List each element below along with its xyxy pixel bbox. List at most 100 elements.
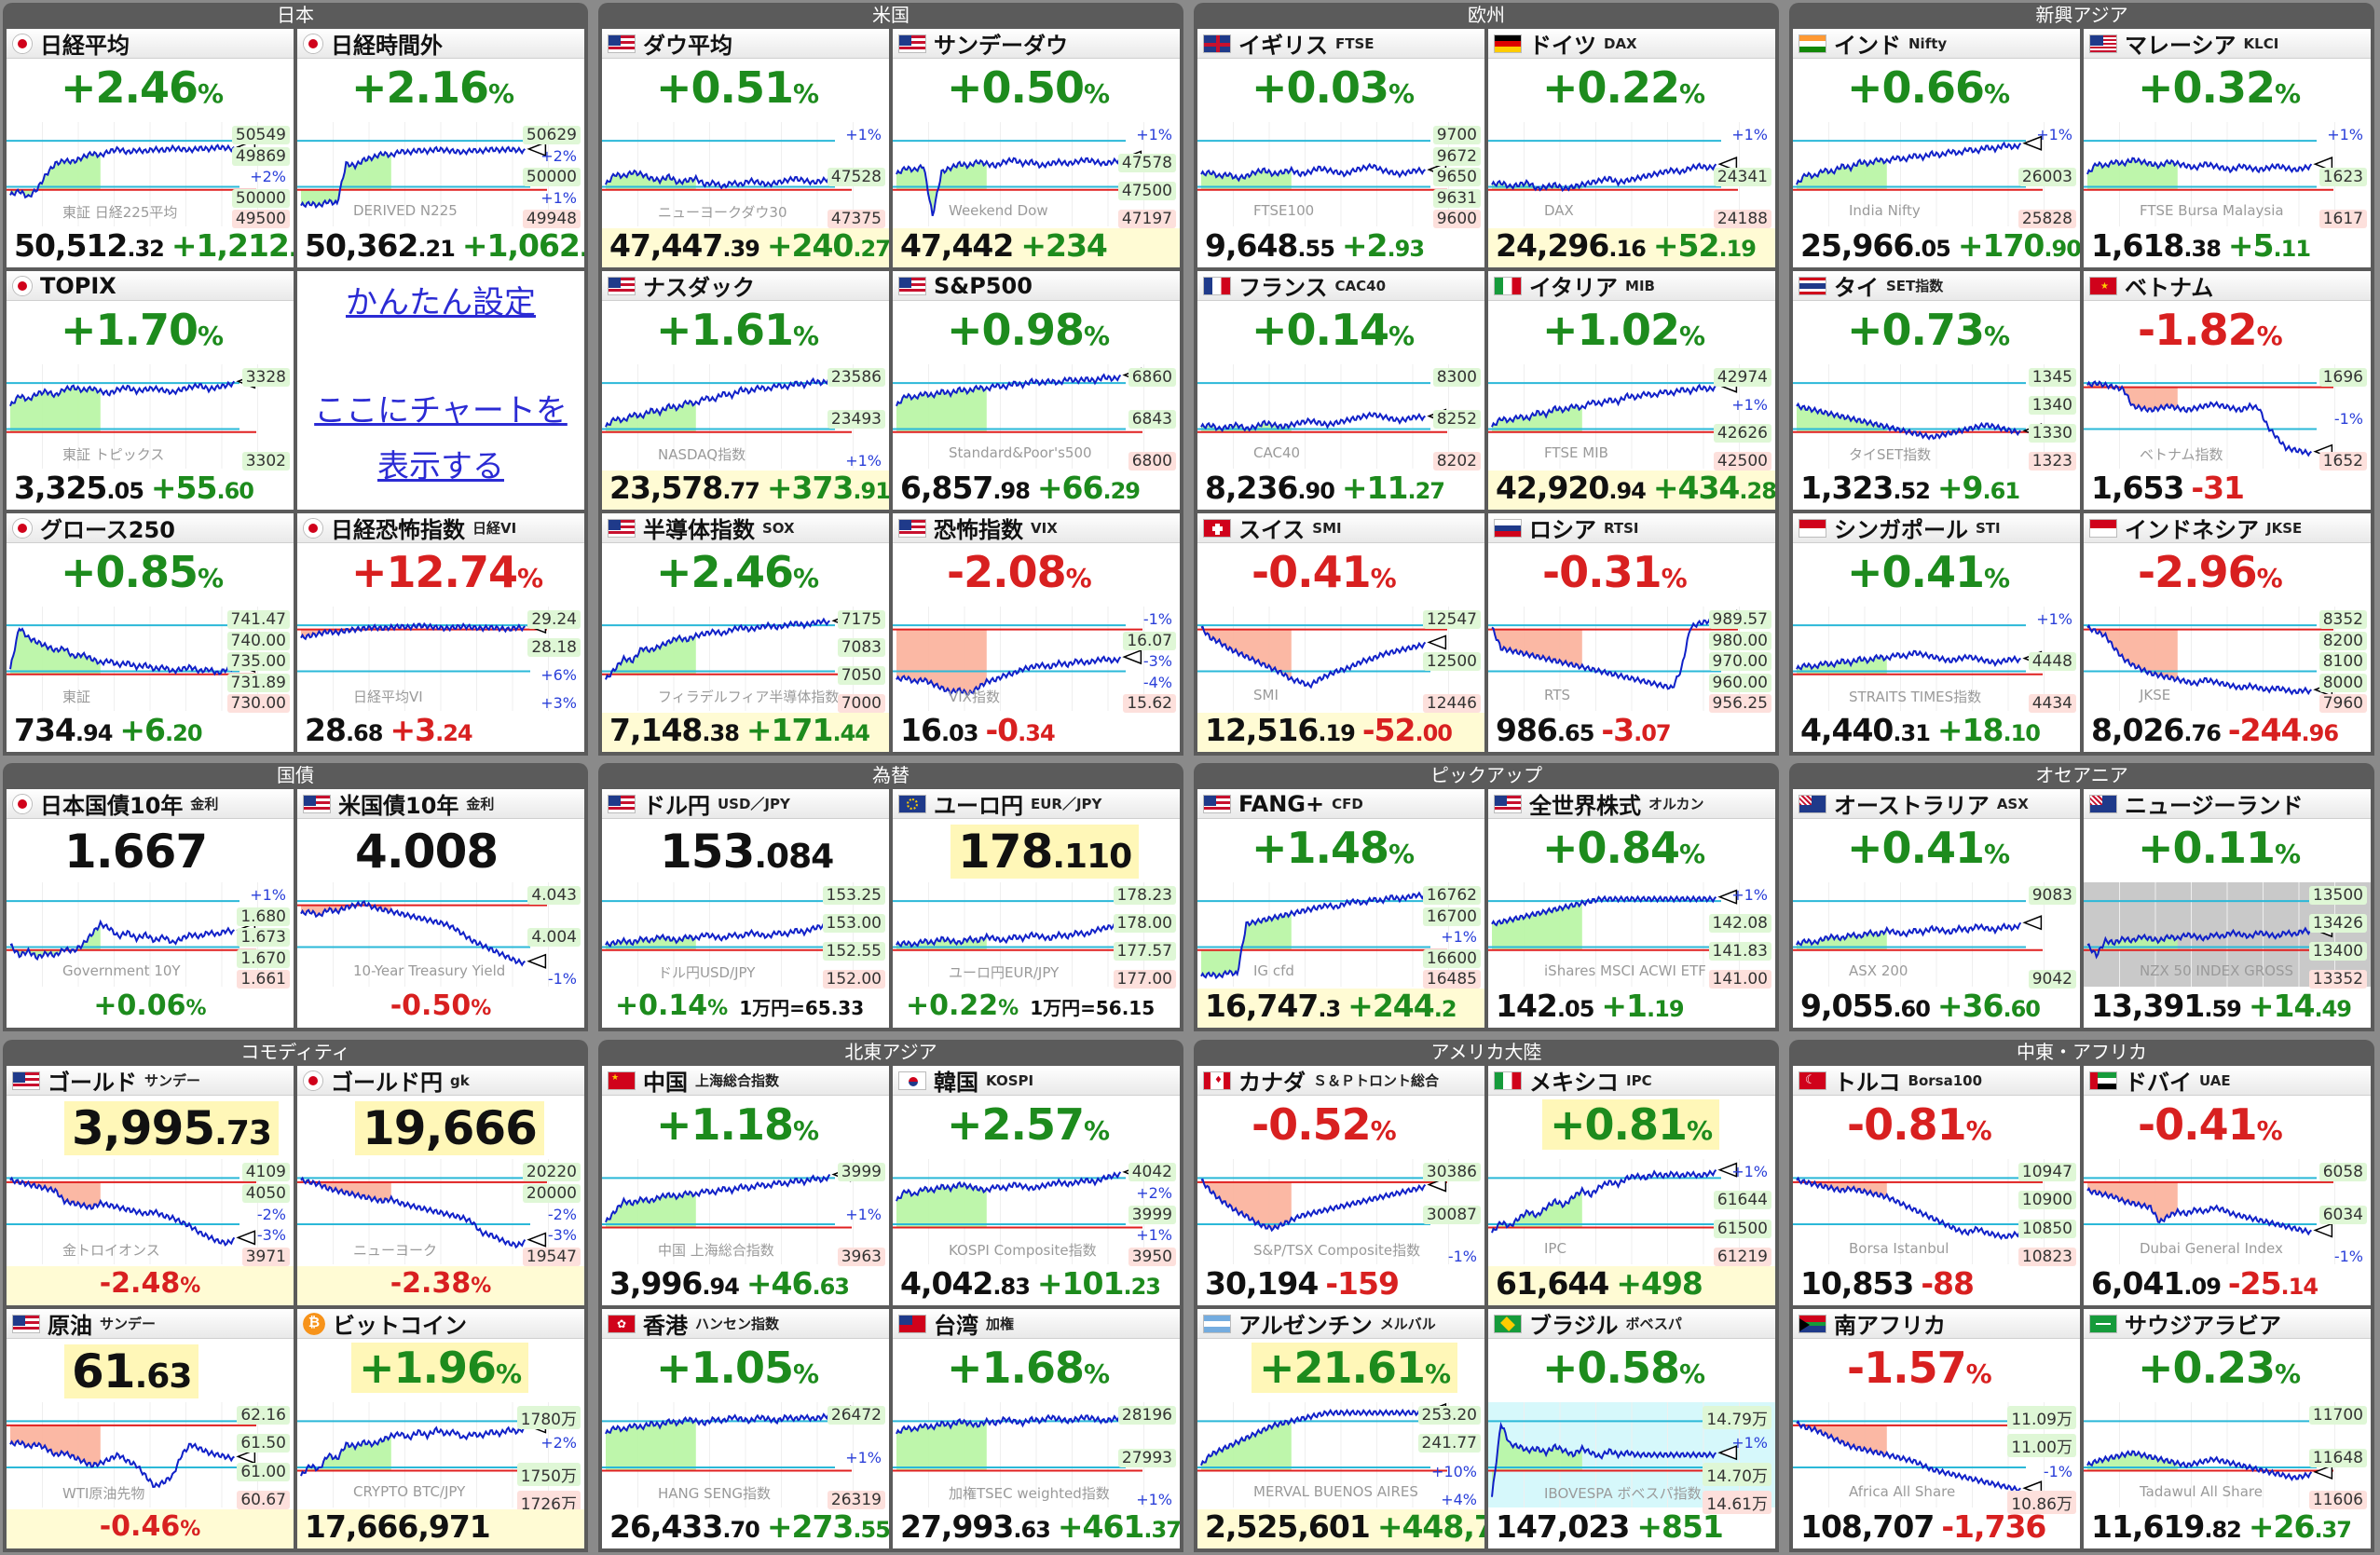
price-chart[interactable] [2084, 1159, 2371, 1264]
price-chart[interactable] [2084, 122, 2371, 226]
price-chart[interactable] [297, 122, 584, 226]
add-chart-link[interactable]: ここにチャートを [314, 392, 568, 430]
market-card[interactable]: ナスダック +1.61% NASDAQ指数 23586 23493 +1% 23,578.… [602, 271, 889, 510]
easy-setup-link[interactable]: かんたん設定 [346, 284, 536, 321]
price-chart[interactable] [1793, 122, 2080, 226]
bottom-change: -0.46% [99, 1510, 201, 1543]
price-chart[interactable] [602, 607, 889, 711]
market-card[interactable]: ゴールド円 gk 19,666 ニューヨーク 20220 20000 -2% -3% 195… [297, 1066, 584, 1305]
market-card[interactable]: オーストラリア ASX +0.41% ASX 200 9083 9042 9,055.6… [1793, 789, 2080, 1028]
jp-flag-icon [303, 33, 323, 54]
price-diff: +1.19 [1601, 988, 1684, 1024]
price-axis-label: 20000 [522, 1183, 581, 1203]
price-chart[interactable] [7, 607, 294, 711]
market-card[interactable]: インド Nifty +0.66% India Nifty +1% 26003 25828… [1793, 29, 2080, 267]
market-card[interactable]: 原油 サンデー 61.63 WTI原油先物 62.16 61.50 61.00 60.67… [7, 1309, 294, 1548]
market-card[interactable]: アルゼンチン メルバル +21.61% MERVAL BUENOS AIRES 25… [1197, 1309, 1484, 1548]
market-card[interactable]: タイ SET指数 +0.73% タイSET指数 1345 1340 1330 1323 1,… [1793, 271, 2080, 510]
price-chart[interactable] [1197, 1402, 1484, 1507]
market-card[interactable]: マレーシア KLCI +0.32% FTSE Bursa Malaysia +1% 1… [2084, 29, 2371, 267]
price-chart[interactable] [297, 1159, 584, 1264]
price-chart[interactable] [297, 1402, 584, 1507]
price-chart[interactable] [1197, 607, 1484, 711]
chart-watermark: WTI原油先物 [62, 1485, 145, 1502]
price-chart[interactable] [1197, 1159, 1484, 1264]
price-chart[interactable] [7, 1159, 294, 1264]
market-card[interactable]: S&P500 +0.98% Standard&Poor's500 6860 6843 6… [893, 271, 1180, 510]
price-chart[interactable] [7, 1402, 294, 1507]
price-chart[interactable] [1488, 882, 1775, 987]
market-card[interactable]: FANG+ CFD +1.48% IG cfd 16762 16700 +1% 16600… [1197, 789, 1484, 1028]
market-card[interactable]: フランス CAC40 +0.14% CAC40 8300 8252 8202 8,236.… [1197, 271, 1484, 510]
market-card[interactable]: グロース250 +0.85% 東証 741.47 740.00 735.00 731.89… [7, 513, 294, 752]
market-card[interactable]: 韓国 KOSPI +2.57% KOSPI Composite指数 4042 +2% 3… [893, 1066, 1180, 1305]
section-4: 国債 日本国債10年 金利 1.667 Government 10Y +1% 1.68… [3, 763, 588, 1031]
setup-card[interactable]: かんたん設定 ここにチャートを 表示する [297, 271, 584, 510]
price-chart[interactable] [1793, 607, 2080, 711]
market-card[interactable]: TOPIX +1.70% 東証 トピックス 3328 3302 3,325.05 +55.… [7, 271, 294, 510]
price-chart[interactable] [1793, 1402, 2080, 1507]
market-card[interactable]: 南アフリカ -1.57% Africa All Share 11.09万 11.00万… [1793, 1309, 2080, 1548]
price-chart[interactable] [1488, 122, 1775, 226]
market-card[interactable]: 台湾 加権 +1.68% 加権TSEC weighted指数 28196 27993 +… [893, 1309, 1180, 1548]
market-card[interactable]: インドネシア JKSE -2.96% JKSE 8352 8200 8100 8000 79… [2084, 513, 2371, 752]
section-8: コモディティ ゴールド サンデー 3,995.73 金トロイオンス 4109 4050… [3, 1040, 588, 1552]
card-header: 恐怖指数 VIX [893, 513, 1180, 543]
add-chart-link-2[interactable]: 表示する [377, 448, 504, 485]
market-card[interactable]: 日経恐怖指数 日経VI +12.74% 日経平均VI 29.24 28.18 +6% +3… [297, 513, 584, 752]
market-card[interactable]: 全世界株式 オルカン +0.84% iShares MSCI ACWI ETF +1… [1488, 789, 1775, 1028]
market-card[interactable]: 日本国債10年 金利 1.667 Government 10Y +1% 1.680 1.… [7, 789, 294, 1028]
market-card[interactable]: ドイツ DAX +0.22% DAX +1% 24341 24188 24,296.16 +… [1488, 29, 1775, 267]
price-chart[interactable] [1488, 1159, 1775, 1264]
market-card[interactable]: ドル円 USD／JPY 153.084 ドル円USD/JPY 153.25 153.0… [602, 789, 889, 1028]
market-card[interactable]: イギリス FTSE +0.03% FTSE100 9700 9672 9650 9631 9… [1197, 29, 1484, 267]
market-card[interactable]: ★ ベトナム -1.82% ベトナム指数 1696 -1% 1652 1,653 -31 [2084, 271, 2371, 510]
price-chart[interactable] [1793, 882, 2080, 987]
market-card[interactable]: ダウ平均 +0.51% ニューヨークダウ30 +1% 47528 47375 47,447… [602, 29, 889, 267]
price-chart[interactable] [893, 607, 1180, 711]
market-card[interactable]: ドバイ UAE -0.41% Dubai General Index 6058 603… [2084, 1066, 2371, 1305]
market-card[interactable]: サンデーダウ +0.50% Weekend Dow +1% 47578 47500 471… [893, 29, 1180, 267]
market-card[interactable]: シンガポール STI +0.41% STRAITS TIMES指数 +1% 4448 4… [1793, 513, 2080, 752]
price-chart[interactable] [893, 364, 1180, 469]
section-title: 中東・アフリカ [2017, 1041, 2147, 1063]
price-chart[interactable] [1197, 122, 1484, 226]
price-chart[interactable] [893, 1402, 1180, 1507]
market-card[interactable]: 米国債10年 金利 4.008 10-Year Treasury Yield 4.0… [297, 789, 584, 1028]
market-card[interactable]: ₿ ビットコイン +1.96% CRYPTO BTC/JPY 1780万 +2% 175… [297, 1309, 584, 1548]
price-chart[interactable] [2084, 364, 2371, 469]
market-card[interactable]: 日経時間外 +2.16% DERIVED N225 50629 +2% 50000 +1%… [297, 29, 584, 267]
price-chart[interactable] [893, 1159, 1180, 1264]
price-chart[interactable] [602, 882, 889, 987]
market-card[interactable]: ユーロ円 EUR／JPY 178.110 ユーロ円EUR/JPY 178.23 178… [893, 789, 1180, 1028]
market-card[interactable]: ニュージーランド +0.11% NZX 50 INDEX GROSS 13500 13… [2084, 789, 2371, 1028]
change-value: -1.57 [1847, 1343, 1967, 1393]
price-chart[interactable] [602, 364, 889, 469]
price-chart[interactable] [2084, 1402, 2371, 1507]
value-int: 3,995 [72, 1101, 215, 1155]
market-card[interactable]: ✿ 香港 ハンセン指数 +1.05% HANG SENG指数 26472 +1% 263… [602, 1309, 889, 1548]
card-header: サンデーダウ [893, 29, 1180, 59]
market-card[interactable]: 半導体指数 SOX +2.46% フィラデルフィア半導体指数 7175 7083 705… [602, 513, 889, 752]
market-card[interactable]: ブラジル ボベスパ +0.58% IBOVESPA ボベスパ指数 14.79万 +1%… [1488, 1309, 1775, 1548]
price-chart[interactable] [1488, 607, 1775, 711]
market-card[interactable]: ★ 中国 上海総合指数 +1.18% 中国 上海総合指数 3999 +1% 3963 3,… [602, 1066, 889, 1305]
price-chart[interactable] [893, 122, 1180, 226]
market-card[interactable]: ♦ カナダ Ｓ＆Ｐトロント総合 -0.52% S&P/TSX Composite指… [1197, 1066, 1484, 1305]
market-card[interactable]: ロシア RTSI -0.31% RTS 989.57 980.00 970.00 960.… [1488, 513, 1775, 752]
market-card[interactable]: ☾ トルコ Borsa100 -0.81% Borsa Istanbul 10947… [1793, 1066, 2080, 1305]
price-chart[interactable] [297, 882, 584, 987]
market-card[interactable]: イタリア MIB +1.02% FTSE MIB 42974 +1% 42626 4250… [1488, 271, 1775, 510]
price-chart[interactable] [602, 1159, 889, 1264]
market-card[interactable]: スイス SMI -0.41% SMI 12547 12500 12446 12,516.1… [1197, 513, 1484, 752]
market-name: トルコ [1834, 1070, 1901, 1096]
market-name: 日経平均 [40, 33, 130, 59]
market-card[interactable]: 日経平均 +2.46% 東証 日経225平均 50549 49869 +2% 50000 4… [7, 29, 294, 267]
price-row: 50,512.32+1,212.67 [14, 227, 294, 264]
market-card[interactable]: 恐怖指数 VIX -2.08% VIX指数 -1% 16.07 -3% -4% 15.62 1… [893, 513, 1180, 752]
price-axis-label: -3% [256, 1226, 286, 1245]
market-card[interactable]: サウジアラビア +0.23% Tadawul All Share 11700 1164… [2084, 1309, 2371, 1548]
market-card[interactable]: ゴールド サンデー 3,995.73 金トロイオンス 4109 4050 -2% -3% 3… [7, 1066, 294, 1305]
market-card[interactable]: メキシコ IPC +0.81% IPC +1% 61644 61500 61219 61,6… [1488, 1066, 1775, 1305]
price-chart[interactable] [2084, 607, 2371, 711]
